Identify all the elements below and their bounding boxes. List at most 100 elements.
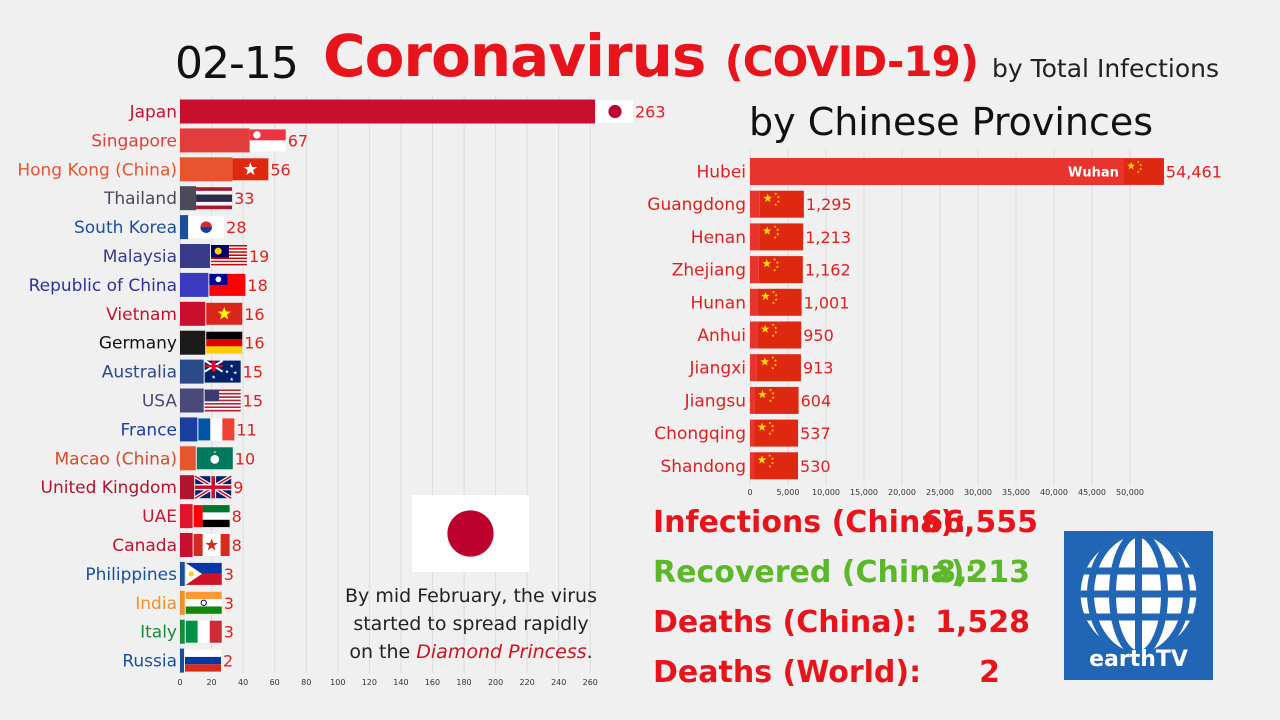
- country-label: Singapore: [91, 131, 177, 151]
- province-value: 1,295: [806, 195, 852, 214]
- uk-flag-icon: [194, 474, 233, 500]
- country-value: 28: [226, 218, 246, 237]
- caption-emphasis: Diamond Princess: [416, 641, 587, 663]
- x-tick-label: 40: [238, 678, 248, 687]
- province-bar: [750, 452, 755, 480]
- china-flag-icon: [759, 190, 804, 218]
- stat-label: Recovered (China):: [653, 555, 977, 590]
- country-label: Japan: [129, 103, 177, 123]
- country-bar: [180, 533, 193, 557]
- country-chart: 0 20 40 60 80 100 120 140 160 180 200 220 240 260 Japa…: [17, 95, 666, 687]
- province-value: 54,461: [1166, 163, 1222, 182]
- country-bar: [180, 157, 233, 182]
- caption-line-1: By mid February, the virus: [345, 585, 597, 607]
- x-tick-label: 5,000: [777, 488, 800, 497]
- featured-flag: [412, 495, 529, 572]
- japan-flag-icon: [412, 495, 529, 572]
- country-bar: [180, 475, 195, 500]
- province-value: 1,001: [804, 293, 850, 312]
- x-tick-label: 10,000: [812, 488, 840, 497]
- france-flag-icon: [198, 418, 235, 441]
- country-label: Malaysia: [103, 247, 177, 267]
- hongkong-flag-icon: [232, 158, 269, 181]
- country-value: 18: [247, 276, 267, 295]
- country-bar: [180, 301, 206, 326]
- country-value: 16: [244, 305, 264, 324]
- stat-label: Deaths (World):: [653, 655, 922, 690]
- caption-line-2: started to spread rapidly: [353, 613, 589, 635]
- stat-label: Infections (China):: [653, 505, 967, 540]
- province-bar: [750, 354, 757, 382]
- stat-value: 2: [979, 655, 1000, 690]
- date-label: 02-15: [175, 38, 299, 89]
- stat-value: 8,213: [935, 555, 1030, 590]
- x-tick-label: 35,000: [1002, 488, 1030, 497]
- malaysia-flag-icon: [210, 245, 247, 267]
- provinces-title: by Chinese Provinces: [749, 100, 1154, 144]
- province-bar: [750, 419, 755, 447]
- country-bar: [180, 648, 184, 673]
- province-value: 604: [801, 391, 832, 410]
- country-value: 67: [288, 131, 308, 150]
- province-label: Henan: [691, 228, 746, 248]
- country-bar: [180, 619, 185, 644]
- country-label: Russia: [122, 652, 177, 672]
- country-label: South Korea: [74, 218, 177, 238]
- country-bar: [180, 330, 206, 355]
- province-value: 950: [803, 326, 834, 345]
- country-value: 2: [223, 652, 233, 671]
- province-label: Chongqing: [654, 424, 746, 444]
- country-label: Italy: [140, 623, 177, 643]
- china-flag-icon: [1123, 159, 1164, 184]
- country-label: France: [120, 420, 177, 440]
- country-value: 8: [232, 507, 242, 526]
- x-tick-label: 0: [177, 678, 182, 687]
- canada-flag-icon: [193, 534, 230, 556]
- x-tick-label: 45,000: [1078, 488, 1106, 497]
- taiwan-flag-icon: [209, 273, 246, 296]
- china-flag-icon: [754, 452, 799, 480]
- province-bar: [750, 190, 760, 218]
- country-value: 11: [236, 420, 256, 439]
- caption-line-3-suffix: .: [586, 641, 593, 663]
- vietnam-flag-icon: [206, 302, 243, 325]
- country-bar: [180, 215, 189, 240]
- caption-line-3: on the Diamond Princess.: [326, 638, 616, 666]
- wuhan-label: Wuhan: [1068, 166, 1119, 181]
- x-tick-label: 30,000: [964, 488, 992, 497]
- thailand-flag-icon: [196, 187, 233, 210]
- province-label: Guangdong: [647, 195, 746, 215]
- country-bar: [180, 446, 196, 471]
- x-tick-label: 80: [301, 678, 311, 687]
- country-value: 3: [224, 565, 234, 584]
- uae-flag-icon: [193, 505, 230, 528]
- page-title: Coronavirus (COVID-19): [323, 22, 979, 90]
- china-flag-icon: [756, 354, 801, 382]
- province-label: Hunan: [690, 293, 746, 313]
- country-label: UAE: [142, 507, 177, 527]
- country-label: Macao (China): [55, 449, 177, 469]
- x-tick-label: 180: [456, 678, 471, 687]
- country-bar: [180, 590, 185, 615]
- country-value: 56: [270, 160, 290, 179]
- china-flag-icon: [757, 288, 802, 316]
- province-bar: [750, 288, 758, 316]
- province-label: Shandong: [660, 457, 746, 477]
- india-flag-icon: [185, 591, 222, 614]
- x-tick-label: 20,000: [888, 488, 916, 497]
- china-flag-icon: [754, 419, 799, 447]
- japan-flag-icon: [597, 100, 633, 123]
- province-bar: [750, 223, 760, 251]
- country-label: Republic of China: [29, 276, 177, 296]
- country-value: 33: [234, 189, 254, 208]
- province-label: Jiangsu: [684, 391, 746, 411]
- province-value: 530: [800, 457, 831, 476]
- russia-flag-icon: [185, 649, 221, 672]
- x-tick-label: 25,000: [926, 488, 954, 497]
- x-tick-label: 160: [425, 678, 440, 687]
- country-label: Germany: [99, 334, 177, 354]
- stat-value: 66,555: [922, 505, 1038, 540]
- x-tick-label: 0: [747, 488, 752, 497]
- province-label: Anhui: [697, 326, 746, 346]
- globe-icon: [1080, 536, 1197, 651]
